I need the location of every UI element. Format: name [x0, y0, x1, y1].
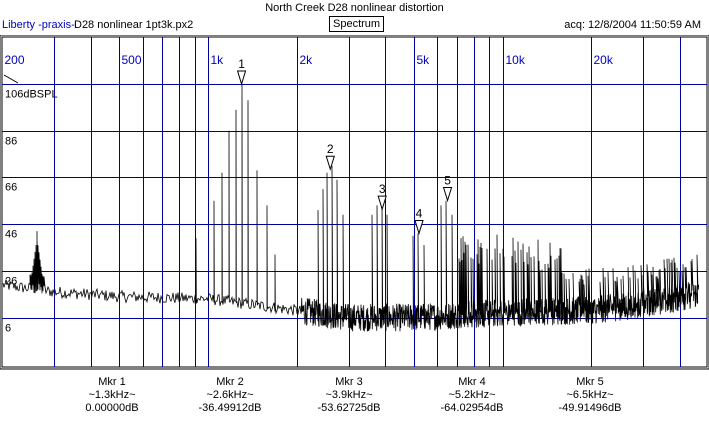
marker-label: Mkr 5 — [576, 376, 604, 388]
marker-readout-3: Mkr 3 ~3.9kHz~ -53.62725dB — [299, 376, 399, 415]
brand-label: Liberty -praxis- — [2, 19, 75, 31]
marker-triangle-icon — [325, 155, 335, 171]
x-tick-label: 500 — [122, 53, 142, 67]
x-tick-label: 200 — [5, 53, 25, 67]
marker-readout-2: Mkr 2 ~2.6kHz~ -36.49912dB — [180, 376, 280, 415]
marker-triangle-icon — [442, 187, 453, 203]
x-tick-label: 1k — [211, 53, 225, 67]
marker-value: -64.02954dB — [440, 402, 504, 414]
marker-freq: ~5.2kHz~ — [448, 389, 496, 401]
reference-level-icon — [3, 74, 19, 84]
marker-label: Mkr 2 — [216, 376, 244, 388]
y-tick-label: 6 — [5, 323, 11, 335]
plot-outer-frame — [0, 35, 709, 370]
marker-readout-1: Mkr 1 ~1.3kHz~ 0.00000dB — [62, 376, 162, 415]
marker-freq: ~3.9kHz~ — [325, 389, 373, 401]
marker-number: 2 — [327, 142, 334, 156]
marker-value: -49.91496dB — [558, 402, 622, 414]
x-tick-label: 10k — [506, 53, 526, 67]
marker-value: -53.62725dB — [317, 402, 381, 414]
y-tick-label: 66 — [5, 182, 17, 194]
x-tick-label: 20k — [594, 53, 614, 67]
marker-label: Mkr 1 — [98, 376, 126, 388]
spectrum-trace — [2, 83, 700, 332]
marker-triangle-icon — [236, 70, 247, 86]
marker-value: -36.49912dB — [198, 402, 262, 414]
marker-number: 5 — [444, 174, 451, 188]
mode-button[interactable]: Spectrum — [329, 16, 385, 32]
marker-label: Mkr 3 — [335, 376, 363, 388]
marker-readout-4: Mkr 4 ~5.2kHz~ -64.02954dB — [422, 376, 522, 415]
acquisition-time: acq: 12/8/2004 11:50:59 AM — [564, 19, 701, 31]
x-tick-label: 2k — [300, 53, 314, 67]
chart-title: North Creek D28 nonlinear distortion — [265, 2, 444, 14]
marker-freq: ~1.3kHz~ — [88, 389, 136, 401]
marker-value: 0.00000dB — [85, 402, 139, 414]
marker-number: 1 — [238, 57, 245, 71]
marker-number: 4 — [416, 206, 423, 220]
marker-freq: ~6.5kHz~ — [566, 389, 614, 401]
marker-freq: ~2.6kHz~ — [206, 389, 254, 401]
marker-triangle-icon — [414, 219, 424, 236]
x-tick-label: 5k — [417, 53, 431, 67]
marker-label: Mkr 4 — [458, 376, 486, 388]
y-tick-label: 106dBSPL — [5, 89, 58, 101]
y-tick-label: 46 — [5, 229, 17, 241]
file-name: D28 nonlinear 1pt3k.px2 — [74, 19, 194, 31]
marker-number: 3 — [379, 182, 386, 196]
y-tick-label: 86 — [5, 136, 17, 148]
marker-readout-5: Mkr 5 ~6.5kHz~ -49.91496dB — [540, 376, 640, 415]
marker-triangle-icon — [377, 195, 387, 211]
